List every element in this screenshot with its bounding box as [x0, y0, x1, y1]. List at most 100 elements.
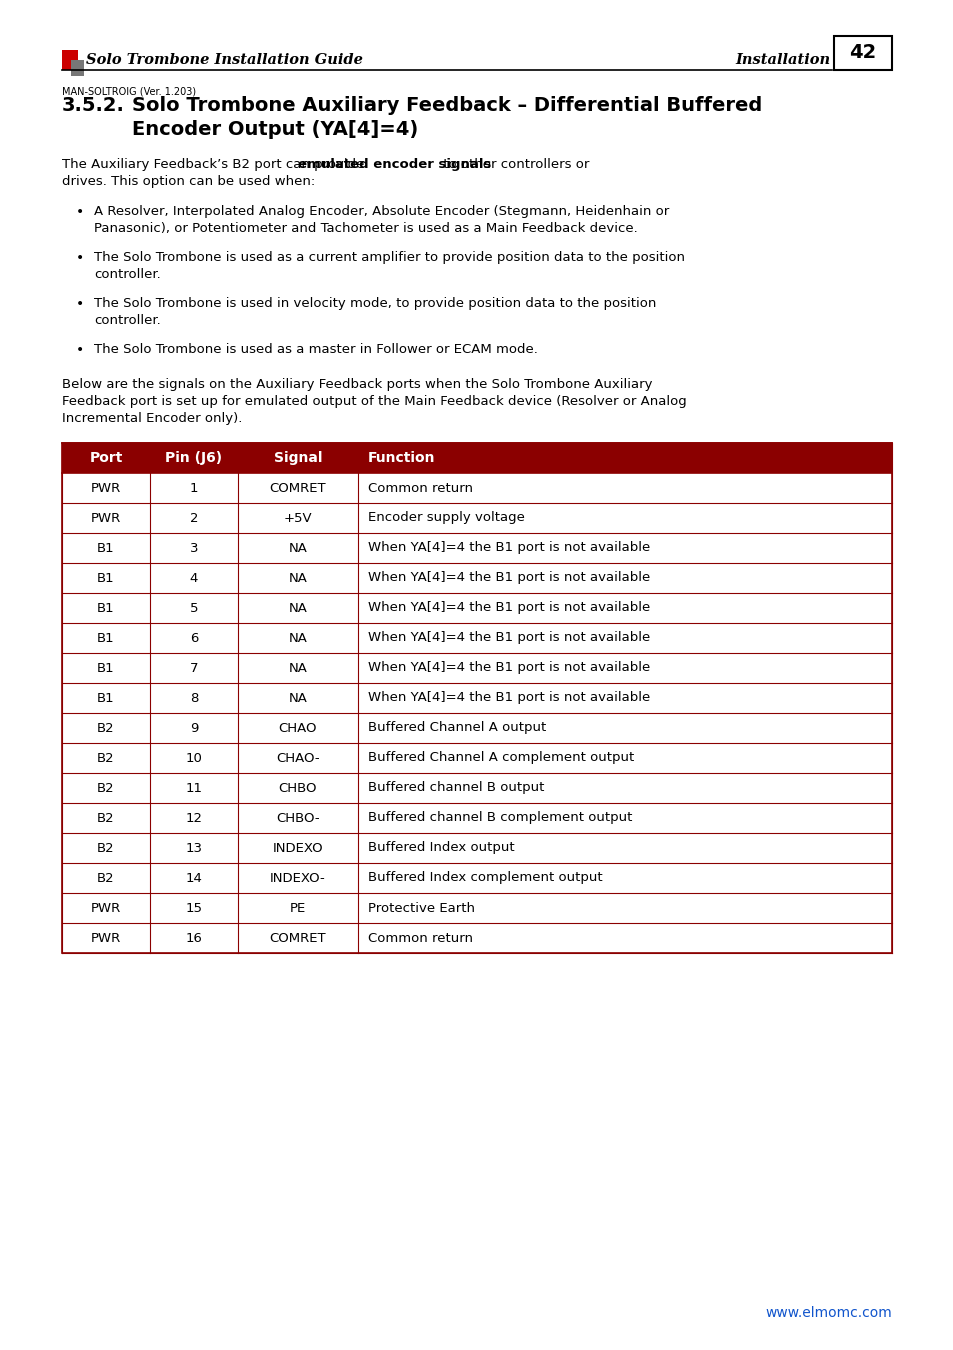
Text: www.elmomc.com: www.elmomc.com	[764, 1305, 891, 1320]
Text: emulated encoder signals: emulated encoder signals	[298, 158, 491, 171]
Text: NA: NA	[288, 571, 307, 585]
Text: Installation: Installation	[734, 53, 829, 68]
Text: NA: NA	[288, 602, 307, 614]
Text: Buffered Index complement output: Buffered Index complement output	[368, 872, 602, 884]
Text: Common return: Common return	[368, 931, 473, 945]
Text: Incremental Encoder only).: Incremental Encoder only).	[62, 412, 242, 425]
Text: 3.5.2.: 3.5.2.	[62, 96, 125, 115]
Text: NA: NA	[288, 632, 307, 644]
Text: Port: Port	[90, 451, 123, 464]
Bar	[71, 59, 84, 76]
Text: 16: 16	[186, 931, 202, 945]
Text: NA: NA	[288, 662, 307, 675]
Text: to other controllers or: to other controllers or	[438, 158, 588, 171]
Text: When YA[4]=4 the B1 port is not available: When YA[4]=4 the B1 port is not availabl…	[368, 691, 650, 705]
Bar	[62, 472, 891, 504]
Text: COMRET: COMRET	[270, 931, 326, 945]
Text: 1: 1	[190, 482, 198, 494]
Text: PWR: PWR	[91, 482, 121, 494]
Text: 42: 42	[848, 43, 876, 62]
Text: 4: 4	[190, 571, 198, 585]
Text: The Solo Trombone is used in velocity mode, to provide position data to the posi: The Solo Trombone is used in velocity mo…	[94, 297, 656, 310]
Text: The Auxiliary Feedback’s B2 port can provide: The Auxiliary Feedback’s B2 port can pro…	[62, 158, 368, 171]
Text: A Resolver, Interpolated Analog Encoder, Absolute Encoder (Stegmann, Heidenhain : A Resolver, Interpolated Analog Encoder,…	[94, 205, 669, 217]
Text: B2: B2	[97, 721, 114, 734]
Text: B1: B1	[97, 541, 114, 555]
Text: Buffered channel B output: Buffered channel B output	[368, 782, 544, 795]
Text: B1: B1	[97, 632, 114, 644]
Text: CHBO: CHBO	[278, 782, 317, 795]
Text: 3: 3	[190, 541, 198, 555]
Text: INDEXO-: INDEXO-	[270, 872, 326, 884]
Text: MAN-SOLTROIG (Ver. 1.203): MAN-SOLTROIG (Ver. 1.203)	[62, 86, 196, 96]
Text: Protective Earth: Protective Earth	[368, 902, 475, 914]
Bar	[62, 443, 891, 953]
Bar	[62, 743, 891, 774]
Bar	[62, 803, 891, 833]
Bar	[62, 923, 891, 953]
Text: controller.: controller.	[94, 315, 161, 327]
Bar	[62, 892, 891, 923]
Text: B2: B2	[97, 811, 114, 825]
Text: 8: 8	[190, 691, 198, 705]
Text: CHAO: CHAO	[278, 721, 317, 734]
Text: Encoder Output (YA[4]=4): Encoder Output (YA[4]=4)	[132, 120, 417, 139]
Text: 11: 11	[185, 782, 202, 795]
Text: 12: 12	[185, 811, 202, 825]
Text: •: •	[76, 297, 84, 310]
Text: The Solo Trombone is used as a master in Follower or ECAM mode.: The Solo Trombone is used as a master in…	[94, 343, 537, 356]
Bar	[62, 533, 891, 563]
Text: 2: 2	[190, 512, 198, 525]
Bar	[62, 713, 891, 743]
Text: PWR: PWR	[91, 512, 121, 525]
Text: 10: 10	[186, 752, 202, 764]
Bar	[62, 504, 891, 533]
Text: Panasonic), or Potentiometer and Tachometer is used as a Main Feedback device.: Panasonic), or Potentiometer and Tachome…	[94, 221, 638, 235]
Text: 9: 9	[190, 721, 198, 734]
Text: 15: 15	[185, 902, 202, 914]
Bar	[62, 863, 891, 892]
Text: INDEXO: INDEXO	[273, 841, 323, 855]
Bar	[62, 622, 891, 653]
Text: drives. This option can be used when:: drives. This option can be used when:	[62, 176, 314, 188]
Text: B2: B2	[97, 841, 114, 855]
Text: Buffered channel B complement output: Buffered channel B complement output	[368, 811, 632, 825]
Text: Signal: Signal	[274, 451, 322, 464]
Text: 13: 13	[185, 841, 202, 855]
Text: When YA[4]=4 the B1 port is not available: When YA[4]=4 the B1 port is not availabl…	[368, 571, 650, 585]
Text: PWR: PWR	[91, 902, 121, 914]
Text: Solo Trombone Installation Guide: Solo Trombone Installation Guide	[86, 53, 362, 68]
Bar	[62, 774, 891, 803]
Text: Common return: Common return	[368, 482, 473, 494]
Text: Buffered Channel A output: Buffered Channel A output	[368, 721, 546, 734]
Text: The Solo Trombone is used as a current amplifier to provide position data to the: The Solo Trombone is used as a current a…	[94, 251, 684, 265]
Text: Below are the signals on the Auxiliary Feedback ports when the Solo Trombone Aux: Below are the signals on the Auxiliary F…	[62, 378, 652, 392]
Bar	[62, 683, 891, 713]
Text: •: •	[76, 251, 84, 265]
Bar	[62, 563, 891, 593]
Text: Function: Function	[368, 451, 435, 464]
Text: B2: B2	[97, 752, 114, 764]
Text: B1: B1	[97, 602, 114, 614]
Text: Buffered Channel A complement output: Buffered Channel A complement output	[368, 752, 634, 764]
Text: 7: 7	[190, 662, 198, 675]
Text: CHBO-: CHBO-	[276, 811, 319, 825]
Text: NA: NA	[288, 691, 307, 705]
Text: When YA[4]=4 the B1 port is not available: When YA[4]=4 the B1 port is not availabl…	[368, 632, 650, 644]
Text: When YA[4]=4 the B1 port is not available: When YA[4]=4 the B1 port is not availabl…	[368, 602, 650, 614]
Text: B2: B2	[97, 782, 114, 795]
Text: •: •	[76, 343, 84, 356]
Text: Solo Trombone Auxiliary Feedback – Differential Buffered: Solo Trombone Auxiliary Feedback – Diffe…	[132, 96, 761, 115]
Bar	[62, 653, 891, 683]
Text: PWR: PWR	[91, 931, 121, 945]
Text: 5: 5	[190, 602, 198, 614]
Text: CHAO-: CHAO-	[276, 752, 319, 764]
Text: Feedback port is set up for emulated output of the Main Feedback device (Resolve: Feedback port is set up for emulated out…	[62, 396, 686, 408]
Bar	[62, 50, 78, 70]
Text: NA: NA	[288, 541, 307, 555]
Text: B2: B2	[97, 872, 114, 884]
Bar	[62, 443, 891, 472]
Text: PE: PE	[290, 902, 306, 914]
Bar	[62, 593, 891, 622]
Text: •: •	[76, 205, 84, 219]
